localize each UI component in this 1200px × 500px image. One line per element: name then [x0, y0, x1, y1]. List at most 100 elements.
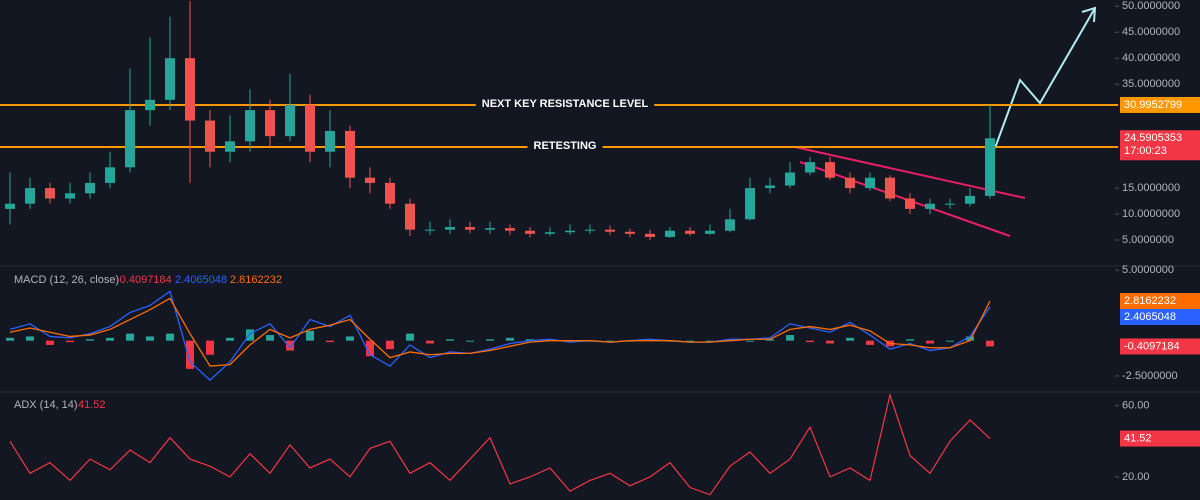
candle-body — [825, 162, 835, 178]
macd-histogram-bar — [806, 340, 814, 343]
price-tag — [1120, 96, 1200, 113]
candle-body — [85, 182, 95, 194]
candle-body — [205, 120, 215, 152]
candle-body — [845, 177, 855, 189]
macd-histogram-bar — [26, 336, 34, 341]
macd-histogram-bar — [66, 340, 74, 343]
candle-body — [365, 177, 375, 183]
candle-body — [145, 99, 155, 111]
price-tag-label: 2.4065048 — [1124, 311, 1176, 323]
candle-body — [485, 228, 495, 230]
macd-histogram-bar — [266, 335, 274, 341]
candle-body — [545, 232, 555, 234]
macd-histogram-bar — [526, 339, 534, 341]
macd-histogram-bar — [286, 340, 294, 351]
macd-histogram-bar — [246, 329, 254, 341]
price-tag — [1120, 430, 1200, 447]
legend-value: -0.4097184 — [116, 274, 172, 286]
candle-body — [105, 167, 115, 183]
candle-body — [45, 188, 55, 199]
y-tick-label: 60.00 — [1122, 400, 1150, 412]
macd-histogram-bar — [786, 335, 794, 341]
price-tag — [1120, 292, 1200, 309]
price-tag — [1120, 308, 1200, 325]
candle-body — [245, 110, 255, 142]
macd-histogram-bar — [826, 340, 834, 344]
price-tag — [1120, 130, 1200, 161]
indicator-line — [9, 392, 991, 496]
candle-body — [805, 162, 815, 173]
macd-histogram-bar — [386, 340, 394, 350]
macd-histogram-bar — [426, 340, 434, 344]
candle-body — [225, 141, 235, 152]
candle-body — [5, 203, 15, 209]
macd-histogram-bar — [686, 340, 694, 342]
candle-body — [945, 203, 955, 205]
y-tick-label: 10.0000000 — [1122, 208, 1180, 220]
candle-body — [405, 203, 415, 230]
candle-body — [645, 233, 655, 237]
projection-arrow — [994, 7, 1096, 149]
macd-histogram-bar — [186, 340, 194, 369]
macd-histogram-bar — [646, 339, 654, 341]
candle-body — [345, 130, 355, 178]
candle-body — [685, 230, 695, 234]
macd-histogram-bar — [306, 330, 314, 341]
candle-body — [565, 230, 575, 233]
candle-body — [505, 228, 515, 231]
candle-body — [765, 185, 775, 189]
legend-value: 2.8162232 — [230, 274, 282, 286]
macd-histogram-bar — [326, 340, 334, 343]
macd-histogram-bar — [726, 339, 734, 341]
candle-body — [665, 230, 675, 237]
macd-histogram-bar — [946, 340, 954, 342]
macd-histogram-bar — [486, 339, 494, 341]
y-tick-label: 5.0000000 — [1122, 264, 1174, 276]
candle-body — [625, 231, 635, 234]
candle-body — [965, 195, 975, 204]
price-tag-label: 2.8162232 — [1124, 295, 1176, 307]
macd-histogram-bar — [46, 340, 54, 345]
macd-histogram-bar — [346, 336, 354, 341]
macd-histogram-bar — [466, 340, 474, 342]
y-tick-label: -2.5000000 — [1122, 370, 1178, 382]
macd-histogram-bar — [566, 340, 574, 343]
price-tag-label: 30.9952799 — [1124, 99, 1182, 111]
candle-body — [585, 229, 595, 231]
price-tag-label: 24.5905353 — [1124, 132, 1182, 144]
y-tick-label: 20.00 — [1122, 471, 1150, 483]
y-tick-label: 5.0000000 — [1122, 234, 1174, 246]
countdown: 17:00:23 — [1124, 145, 1167, 157]
arrow-head — [1081, 6, 1097, 23]
y-tick-label: 15.0000000 — [1122, 182, 1180, 194]
level-label: RETESTING — [534, 140, 597, 152]
macd-histogram-bar — [506, 337, 514, 341]
candle-body — [925, 203, 935, 209]
candle-body — [705, 230, 715, 234]
candle-body — [265, 110, 275, 137]
candle-body — [525, 230, 535, 234]
candle-body — [305, 104, 315, 152]
level-label-bg — [527, 139, 603, 155]
candle-body — [425, 229, 435, 231]
candle-body — [25, 188, 35, 204]
candle-body — [65, 193, 75, 199]
macd-histogram-bar — [6, 337, 14, 341]
y-tick-label: 40.0000000 — [1122, 52, 1180, 64]
macd-histogram-bar — [846, 337, 854, 341]
y-tick-label: 50.0000000 — [1122, 0, 1180, 12]
candle-body — [465, 227, 475, 230]
candle-body — [185, 58, 195, 121]
macd-histogram-bar — [906, 339, 914, 341]
macd-histogram-bar — [746, 340, 754, 342]
candle-body — [125, 110, 135, 168]
candle-body — [745, 188, 755, 220]
macd-histogram-bar — [966, 336, 974, 341]
macd-histogram-bar — [146, 336, 154, 341]
candle-body — [285, 104, 295, 137]
level-label: NEXT KEY RESISTANCE LEVEL — [482, 98, 649, 110]
macd-histogram-bar — [986, 340, 994, 347]
candle-body — [885, 177, 895, 199]
